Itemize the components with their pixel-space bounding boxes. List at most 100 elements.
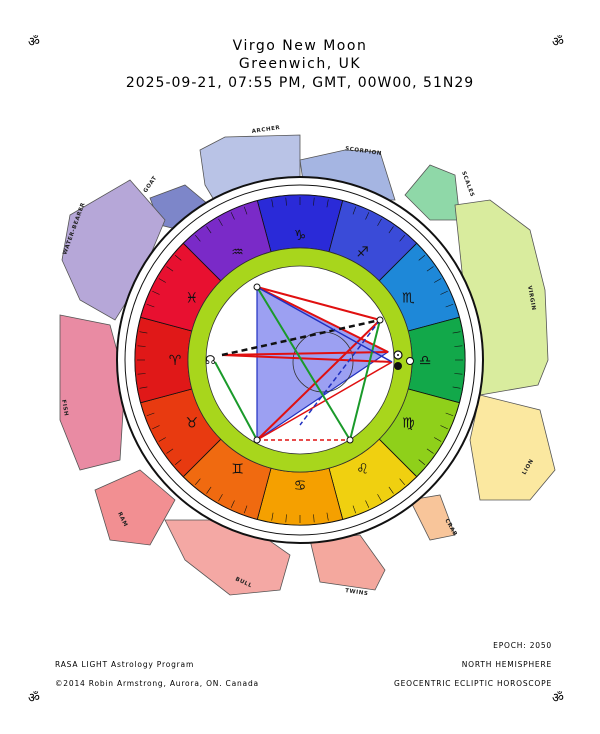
degree-tick bbox=[158, 437, 166, 442]
aspect-line-red-5 bbox=[221, 351, 389, 356]
aspect-line-red-3 bbox=[256, 319, 381, 441]
aspect-line-green-1 bbox=[256, 286, 351, 441]
degree-tick bbox=[449, 317, 458, 321]
degree-tick bbox=[399, 478, 406, 486]
constellation-virgin-label: VIRGIN bbox=[526, 285, 536, 311]
zodiac-sign-icon: ♌ bbox=[356, 461, 369, 477]
aspect-line-red-1 bbox=[256, 286, 389, 353]
degree-tick bbox=[454, 345, 463, 347]
degree-tick bbox=[454, 373, 463, 375]
degree-tick bbox=[166, 266, 174, 272]
degree-tick bbox=[139, 331, 148, 334]
wheel-degree-ring bbox=[124, 184, 476, 536]
degree-tick bbox=[194, 478, 201, 486]
degree-tick bbox=[285, 197, 287, 206]
constellation-twins-label: TWINS bbox=[345, 588, 369, 597]
degree-tick bbox=[166, 448, 174, 454]
degree-tick bbox=[445, 303, 454, 308]
degree-tick bbox=[230, 212, 235, 220]
degree-tick bbox=[152, 425, 160, 430]
degree-tick bbox=[365, 500, 370, 508]
degree-tick bbox=[137, 345, 146, 347]
degree-tick bbox=[313, 197, 315, 206]
constellation-archer-label: ARCHER bbox=[251, 125, 280, 135]
aspect-line-green-3 bbox=[349, 319, 381, 441]
degree-tick bbox=[388, 226, 394, 234]
degree-tick bbox=[313, 514, 315, 523]
planet-marker-5 bbox=[253, 436, 261, 444]
om-symbol-top-right: ॐ bbox=[552, 35, 564, 50]
moon-icon bbox=[394, 362, 402, 370]
degree-tick bbox=[434, 437, 442, 442]
footer-copyright: ©2014 Robin Armstrong, Aurora, ON. Canad… bbox=[55, 679, 259, 688]
degree-tick bbox=[352, 505, 357, 514]
degree-tick bbox=[452, 386, 461, 389]
degree-tick bbox=[445, 412, 454, 417]
degree-tick bbox=[218, 218, 223, 226]
zodiac-sign-icon: ♊ bbox=[231, 461, 244, 477]
aspect-line-blue-1 bbox=[256, 286, 393, 363]
chart-title: Virgo New Moon bbox=[232, 38, 368, 54]
degree-tick bbox=[206, 486, 212, 494]
degree-tick bbox=[146, 303, 155, 308]
degree-tick bbox=[146, 412, 155, 417]
degree-tick bbox=[142, 399, 151, 403]
degree-tick bbox=[440, 290, 448, 295]
footer-horoscope-type: GEOCENTRIC ECLIPTIC HOROSCOPE bbox=[394, 679, 552, 688]
aspect-line-red-4 bbox=[221, 354, 393, 363]
constellation-scales-label: SCALES bbox=[460, 171, 475, 198]
chart-location: Greenwich, UK bbox=[238, 56, 362, 72]
constellation-fish-shape bbox=[59, 314, 126, 471]
degree-tick bbox=[352, 206, 357, 215]
degree-tick bbox=[426, 448, 434, 454]
zodiac-sign-icon: ♉ bbox=[185, 416, 198, 432]
zodiac-sectors bbox=[134, 194, 466, 526]
zodiac-sign-icon: ♈ bbox=[169, 353, 182, 369]
degree-tick bbox=[326, 199, 329, 208]
degree-tick bbox=[388, 486, 394, 494]
degree-tick bbox=[418, 459, 426, 466]
degree-tick bbox=[449, 399, 458, 403]
degree-tick bbox=[326, 512, 329, 521]
constellation-crab-shape bbox=[409, 494, 456, 541]
zodiac-sign-icon: ♐ bbox=[356, 245, 369, 261]
chart-datetime: 2025-09-21, 07:55 PM, GMT, 00W00, 51N29 bbox=[125, 75, 475, 91]
planet-marker-4 bbox=[253, 283, 261, 291]
degree-tick bbox=[194, 234, 201, 242]
degree-tick bbox=[452, 331, 461, 334]
constellation-scorpion-label: SCORPION bbox=[345, 146, 383, 157]
zodiac-sign-icon: ♒ bbox=[231, 245, 244, 261]
aspect-line-red-2 bbox=[256, 286, 381, 321]
zodiac-sign-icon: ♎ bbox=[419, 353, 432, 369]
degree-tick bbox=[418, 254, 426, 261]
degree-tick bbox=[139, 386, 148, 389]
degree-tick bbox=[174, 254, 182, 261]
north-node-icon: ☊ bbox=[205, 353, 216, 367]
degree-tick bbox=[271, 512, 274, 521]
degree-tick bbox=[440, 425, 448, 430]
aspect-line-blue-dashed bbox=[299, 319, 381, 426]
planet-markers: ☊ bbox=[205, 283, 414, 444]
degree-tick bbox=[184, 469, 191, 476]
zodiac-sign-icon: ♓ bbox=[185, 291, 198, 307]
zodiac-sign-icon: ♏ bbox=[402, 291, 415, 307]
aspect-lines bbox=[214, 286, 393, 442]
degree-tick bbox=[377, 494, 382, 502]
constellation-twins-shape bbox=[309, 534, 386, 591]
aspect-line-green-2 bbox=[214, 361, 258, 441]
om-symbol-bottom-right: ॐ bbox=[552, 691, 564, 706]
degree-tick bbox=[339, 509, 343, 518]
degree-tick bbox=[243, 505, 248, 514]
degree-tick bbox=[184, 244, 191, 251]
zodiac-sign-icon: ♋ bbox=[294, 478, 307, 494]
degree-tick bbox=[152, 290, 160, 295]
degree-tick bbox=[409, 244, 416, 251]
constellation-lion-shape bbox=[469, 394, 556, 501]
footer-epoch: EPOCH: 2050 bbox=[493, 641, 552, 650]
degree-tick bbox=[434, 278, 442, 283]
aspect-line-black-dashed bbox=[221, 318, 381, 357]
aspect-line-red-6 bbox=[256, 361, 393, 441]
degree-tick bbox=[137, 373, 146, 375]
degree-tick bbox=[285, 514, 287, 523]
